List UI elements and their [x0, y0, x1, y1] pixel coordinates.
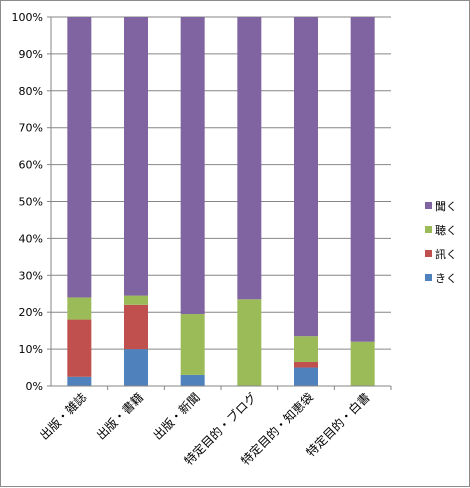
- y-tick-label: 90%: [19, 48, 43, 61]
- bar-segment: [180, 374, 205, 386]
- y-tick-label: 80%: [19, 85, 43, 98]
- bar-segment: [294, 367, 318, 386]
- legend-label: 訊く: [435, 247, 457, 261]
- bar-segment: [124, 295, 148, 305]
- y-tick-label: 0%: [26, 380, 43, 393]
- y-tick-label: 20%: [19, 306, 43, 319]
- bar-segment: [180, 17, 205, 315]
- legend-swatch: [425, 226, 432, 233]
- bar-segment: [350, 341, 375, 386]
- gridlines: [51, 16, 391, 350]
- y-tick-label: 100%: [12, 11, 43, 24]
- y-tick-labels: 0% 10% 20% 30% 40% 50% 60% 70% 80% 90% 100%: [12, 11, 43, 393]
- bar-segment: [294, 362, 318, 368]
- bar-segment: [67, 17, 92, 298]
- y-tick-label: 50%: [19, 196, 43, 209]
- legend-swatch: [425, 274, 432, 281]
- bar-segment: [180, 314, 205, 375]
- legend-label: 聴く: [435, 224, 457, 237]
- bar-segment: [124, 304, 148, 350]
- bar-segment: [67, 319, 92, 377]
- bar-segment: [237, 17, 262, 300]
- bar-segment: [237, 299, 262, 386]
- y-tick-label: 10%: [19, 343, 43, 356]
- legend-label: きく: [435, 272, 457, 285]
- bar-segment: [67, 297, 92, 320]
- bar-segment: [124, 349, 148, 386]
- bar-segment: [294, 336, 318, 363]
- axes: [47, 16, 392, 390]
- legend-swatch: [425, 202, 432, 209]
- x-tick-label: 出版・書籍: [93, 390, 146, 443]
- bar-segment: [350, 17, 375, 342]
- x-tick-label: 出版・新聞: [150, 390, 203, 443]
- y-tick-label: 70%: [19, 122, 43, 135]
- y-tick-label: 40%: [19, 232, 43, 245]
- y-tick-label: 60%: [19, 159, 43, 172]
- legend-label: 聞く: [435, 200, 457, 213]
- legend-swatch: [425, 250, 432, 257]
- x-tick-label: 出版・雑誌: [36, 390, 89, 443]
- bar-segment: [294, 17, 318, 337]
- y-tick-label: 30%: [19, 269, 43, 282]
- bar-segment: [67, 376, 92, 386]
- bar-segment: [124, 17, 148, 296]
- bars: [67, 17, 375, 386]
